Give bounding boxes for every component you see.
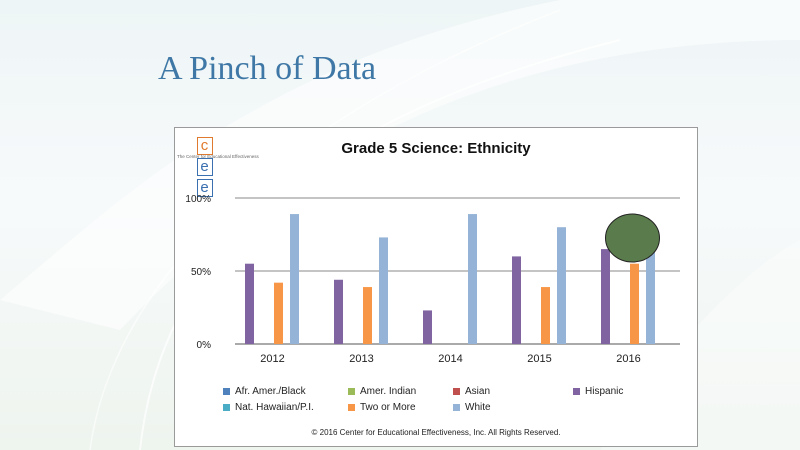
x-tick-label: 2013	[349, 353, 373, 365]
logo-subtitle: The Center for Educational Effectiveness	[177, 154, 259, 159]
legend-item: Nat. Hawaiian/P.I.	[223, 402, 314, 413]
bar-two-or-more-2013	[363, 287, 372, 344]
legend-swatch	[223, 387, 230, 395]
bar-two-or-more-2012	[274, 282, 283, 344]
x-tick-label: 2014	[438, 353, 462, 365]
x-tick-label: 2016	[616, 353, 640, 365]
highlight-circle-overlay	[605, 213, 660, 263]
y-tick-label: 100%	[185, 194, 211, 205]
legend-swatch	[348, 387, 355, 395]
legend-label: Asian	[465, 386, 491, 397]
bar-two-or-more-2015	[541, 287, 550, 344]
legend-label: White	[465, 402, 491, 413]
logo-letters: cee	[197, 134, 214, 197]
bar-chart: 0% 50% 100% 2012 2013 2014 2015 2016	[185, 194, 680, 365]
bar-hispanic-2014	[423, 310, 432, 344]
legend-item: Afr. Amer./Black	[223, 386, 306, 397]
legend-swatch	[223, 403, 230, 411]
legend-label: Hispanic	[585, 386, 624, 397]
bar-hispanic-2012	[245, 263, 254, 344]
chart-panel: cee The Center for Educational Effective…	[174, 127, 698, 447]
legend-label: Two or More	[360, 402, 416, 413]
legend-label: Amer. Indian	[360, 386, 417, 397]
bar-white-2015	[557, 227, 566, 344]
legend-swatch	[348, 403, 355, 411]
bar-hispanic-2016	[601, 249, 610, 344]
bar-white-2014	[468, 214, 477, 344]
copyright-notice: © 2016 Center for Educational Effectiven…	[311, 428, 561, 437]
x-tick-label: 2015	[527, 353, 551, 365]
bar-hispanic-2015	[512, 256, 521, 344]
legend-swatch	[453, 387, 460, 395]
bar-two-or-more-2016	[630, 263, 639, 344]
legend-swatch	[453, 403, 460, 411]
slide-title: A Pinch of Data	[158, 50, 377, 87]
legend-item: Asian	[453, 386, 490, 397]
bar-hispanic-2013	[334, 279, 343, 344]
bar-white-2012	[290, 214, 299, 344]
bar-white-2016	[646, 234, 655, 344]
legend-item: Hispanic	[573, 386, 623, 397]
bar-white-2013	[379, 237, 388, 344]
chart-title: Grade 5 Science: Ethnicity	[341, 140, 531, 157]
x-tick-label: 2012	[260, 353, 284, 365]
y-tick-label: 0%	[197, 340, 212, 351]
legend-item: Two or More	[348, 402, 416, 413]
legend-item: Amer. Indian	[348, 386, 416, 397]
legend-swatch	[573, 387, 580, 395]
legend-label: Afr. Amer./Black	[235, 386, 306, 397]
legend-item: White	[453, 402, 491, 413]
y-tick-label: 50%	[191, 267, 211, 278]
legend-label: Nat. Hawaiian/P.I.	[235, 402, 314, 413]
